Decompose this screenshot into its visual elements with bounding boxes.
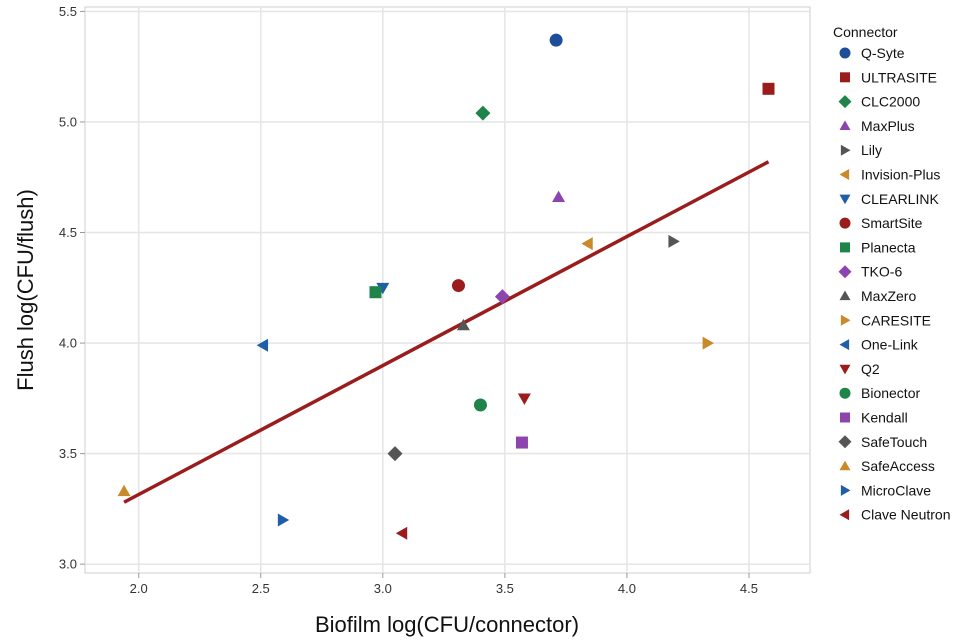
- x-tick-label: 4.5: [740, 581, 758, 596]
- legend-label: CLC2000: [861, 94, 920, 110]
- legend-label: Invision-Plus: [861, 167, 940, 183]
- data-point: [387, 446, 403, 462]
- data-point: [517, 393, 531, 405]
- legend-label: ULTRASITE: [861, 69, 937, 85]
- legend-label: SafeAccess: [861, 458, 935, 474]
- trend-line-group: [123, 160, 770, 504]
- legend-marker: [840, 144, 851, 156]
- x-axis-title: Biofilm log(CFU/connector): [315, 612, 579, 637]
- x-tick-label: 3.0: [374, 581, 392, 596]
- x-tick-label: 2.0: [130, 581, 148, 596]
- x-tick-label: 3.5: [496, 581, 514, 596]
- legend-marker: [839, 217, 851, 229]
- legend: Connector Q-Syte ULTRASITE CLC2000 MaxPlus L…: [833, 24, 951, 523]
- data-point: [702, 336, 714, 350]
- legend-label: CARESITE: [861, 312, 931, 328]
- legend-label: CLEARLINK: [861, 191, 939, 207]
- legend-label: MicroClave: [861, 482, 931, 498]
- plot-area: [84, 6, 811, 574]
- trend-line: [123, 160, 770, 504]
- y-tick-label: 4.0: [59, 336, 77, 351]
- legend-label: SafeTouch: [861, 434, 927, 450]
- legend-label: TKO-6: [861, 264, 902, 280]
- data-point: [515, 436, 528, 449]
- legend-marker: [839, 47, 851, 59]
- legend-marker: [838, 95, 852, 109]
- data-point: [668, 234, 680, 248]
- data-point: [475, 105, 491, 121]
- legend-marker: [840, 72, 850, 83]
- data-point: [376, 282, 390, 295]
- legend-marker: [840, 484, 851, 496]
- legend-label: MaxZero: [861, 288, 916, 304]
- data-point: [494, 289, 510, 305]
- data-point: [451, 279, 465, 293]
- legend-marker: [839, 169, 850, 180]
- data-point: [277, 513, 290, 527]
- legend-marker: [839, 120, 851, 131]
- legend-label: Kendall: [861, 410, 908, 426]
- data-points: [117, 33, 775, 540]
- y-tick-label: 3.0: [59, 557, 77, 572]
- legend-label: SmartSite: [861, 215, 923, 231]
- legend-title: Connector: [833, 24, 898, 40]
- x-tick-label: 2.5: [252, 581, 270, 596]
- legend-label: Lily: [861, 142, 882, 158]
- data-point: [256, 338, 269, 352]
- legend-marker: [839, 290, 851, 301]
- y-tick-label: 5.0: [59, 114, 77, 129]
- y-tick-label: 4.5: [59, 225, 77, 240]
- y-axis-ticks: 3.0 3.5 4.0 4.5 5.0 5.5: [59, 4, 85, 572]
- y-tick-label: 5.5: [59, 4, 77, 19]
- legend-marker: [840, 412, 850, 423]
- legend-marker: [839, 364, 851, 375]
- data-point: [456, 318, 470, 331]
- legend-label: Bionector: [861, 385, 920, 401]
- data-point: [395, 526, 408, 540]
- legend-marker: [840, 314, 851, 326]
- data-point: [762, 82, 775, 95]
- legend-marker: [839, 194, 851, 205]
- y-axis-title: Flush log(CFU/flush): [13, 189, 38, 391]
- legend-marker: [838, 265, 852, 279]
- x-tick-label: 4.0: [618, 581, 636, 596]
- data-point: [549, 33, 563, 47]
- legend-marker: [839, 460, 851, 471]
- data-point: [552, 190, 566, 203]
- data-point: [473, 398, 487, 412]
- legend-label: MaxPlus: [861, 118, 915, 134]
- legend-marker: [839, 339, 850, 351]
- data-point: [369, 286, 382, 299]
- legend-label: Q-Syte: [861, 45, 905, 61]
- legend-label: Q2: [861, 361, 880, 377]
- grid-lines: [85, 7, 810, 573]
- x-axis-ticks: 2.0 2.5 3.0 3.5 4.0 4.5: [130, 573, 758, 596]
- legend-label: Clave Neutron: [861, 507, 951, 523]
- legend-label: One-Link: [861, 337, 919, 353]
- legend-marker: [840, 242, 850, 253]
- legend-label: Planecta: [861, 239, 916, 255]
- legend-marker: [839, 509, 850, 521]
- legend-marker: [839, 387, 851, 399]
- data-point: [581, 237, 593, 251]
- y-tick-label: 3.5: [59, 446, 77, 461]
- legend-marker: [838, 435, 852, 449]
- data-point: [117, 484, 131, 497]
